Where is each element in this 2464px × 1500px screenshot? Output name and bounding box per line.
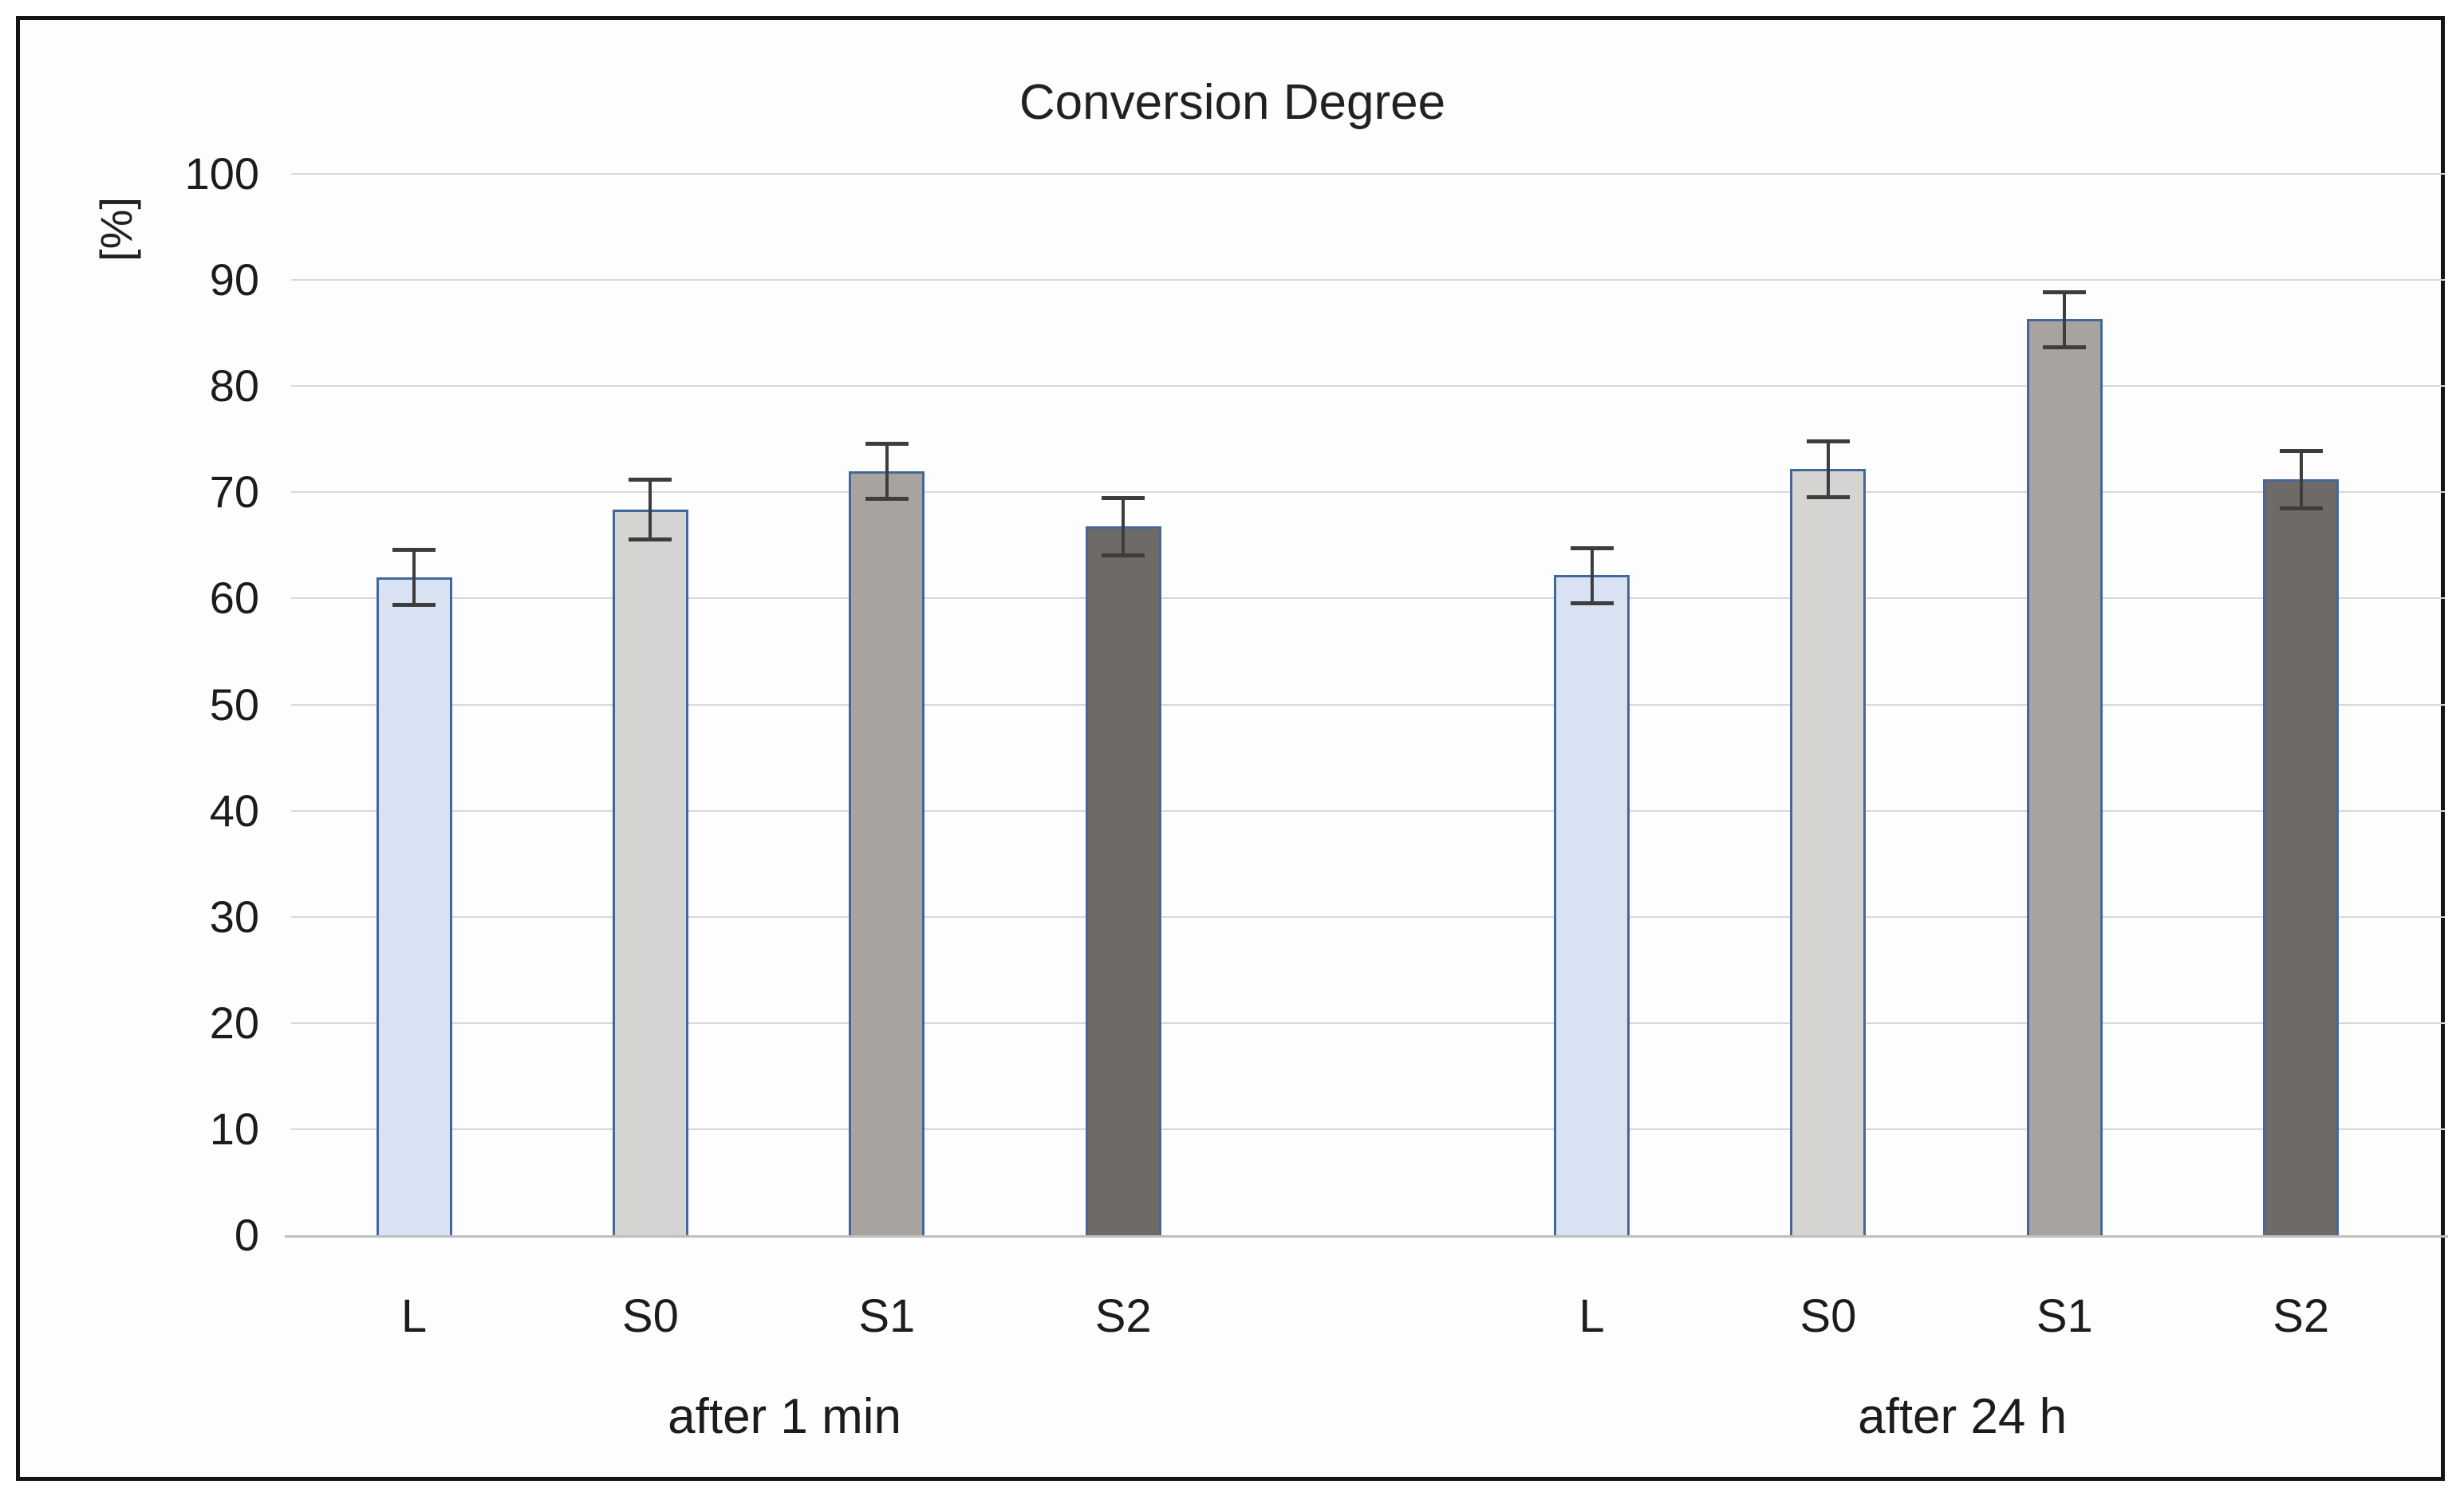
y-tick-label-10: 10 [209,1103,259,1154]
error-bar-lower-cap-S2-group2 [2279,506,2323,511]
error-bar-S1-group1 [885,443,889,499]
y-tick-label-60: 60 [209,573,259,624]
error-bar-S1-group2 [2063,291,2067,347]
bar-S0-group1 [612,509,688,1235]
x-category-label-L-group2: L [1579,1290,1605,1342]
bar-S0-group2 [1790,469,1867,1235]
error-bar-upper-cap-L-group2 [1570,545,1614,550]
bar-S2-group1 [1085,526,1161,1235]
y-tick-label-30: 30 [209,891,259,942]
error-bar-lower-cap-S1-group1 [865,497,909,502]
error-bar-upper-cap-S1-group2 [2043,289,2087,294]
x-category-label-S2-group2: S2 [2273,1290,2330,1342]
gridline-60 [291,597,2445,600]
error-bar-upper-cap-S1-group1 [865,442,909,447]
bar-L-group2 [1554,575,1630,1235]
bar-S1-group1 [849,470,925,1235]
gridline-10 [291,1128,2445,1130]
error-bar-lower-cap-L-group1 [392,603,436,608]
x-group-label-2: after 24 h [1858,1389,2068,1444]
x-category-label-L-group1: L [400,1290,428,1342]
error-bar-S2-group1 [1122,497,1126,555]
y-tick-label-100: 100 [184,148,259,199]
gridline-70 [291,491,2445,494]
error-bar-lower-cap-S1-group2 [2043,344,2087,349]
error-bar-lower-cap-S0-group2 [1806,494,1850,499]
gridline-80 [291,385,2445,388]
error-bar-upper-cap-S0-group1 [629,478,672,482]
bar-S2-group2 [2263,479,2340,1235]
y-tick-label-90: 90 [209,254,259,305]
gridline-20 [291,1022,2445,1024]
error-bar-L-group2 [1590,547,1594,603]
x-category-label-S2-group1: S2 [1094,1290,1152,1342]
chart-border-frame: Conversion Degree [%] 100 90 80 70 60 50 40 30 2… [16,16,2448,1481]
x-category-label-S0-group1: S0 [621,1290,679,1342]
gridline-50 [291,703,2445,706]
bar-L-group1 [376,577,452,1235]
error-bar-upper-cap-L-group1 [392,548,436,553]
gridline-100 [291,173,2445,175]
y-tick-label-50: 50 [209,679,259,730]
chart-title: Conversion Degree [1019,75,1446,130]
gridline-90 [291,279,2445,281]
x-group-label-1: after 1 min [668,1389,902,1444]
error-bar-S2-group2 [2299,451,2303,509]
x-category-label-S1-group2: S1 [2036,1290,2093,1342]
gridline-40 [291,809,2445,812]
error-bar-upper-cap-S2-group1 [1102,495,1145,500]
y-tick-label-40: 40 [209,785,259,836]
error-bar-lower-cap-S2-group1 [1102,553,1145,557]
bar-S1-group2 [2026,319,2103,1235]
error-bar-upper-cap-S2-group2 [2279,449,2323,454]
error-bar-upper-cap-S0-group2 [1806,439,1850,444]
y-tick-label-80: 80 [209,360,259,411]
y-tick-label-20: 20 [209,997,259,1048]
error-bar-S0-group2 [1826,441,1830,497]
y-tick-label-70: 70 [209,467,259,518]
error-bar-lower-cap-S0-group1 [629,537,672,541]
error-bar-L-group1 [412,549,416,605]
gridline-30 [291,915,2445,918]
error-bar-S0-group1 [649,479,652,539]
x-category-label-S1-group1: S1 [858,1290,916,1342]
x-axis-line [285,1235,2448,1238]
y-tick-label-0: 0 [234,1210,259,1260]
error-bar-lower-cap-L-group2 [1570,600,1614,605]
x-category-label-S0-group2: S0 [1800,1290,1857,1342]
